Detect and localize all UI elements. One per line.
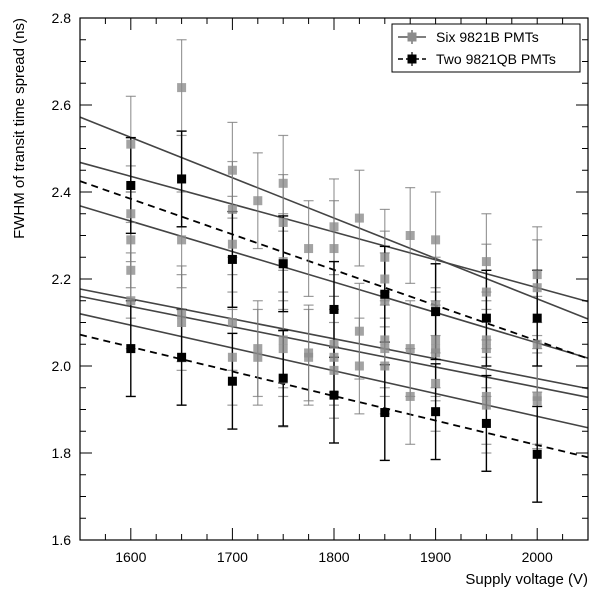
y-axis-label: FWHM of transit time spread (ns) <box>11 18 28 239</box>
point-9821b <box>253 352 263 362</box>
point-9821qb <box>177 352 187 362</box>
point-9821b <box>481 335 491 345</box>
point-9821b <box>278 344 288 354</box>
point-9821qb <box>532 449 542 459</box>
legend-label: Two 9821QB PMTs <box>436 51 556 67</box>
x-tick-label: 1600 <box>115 549 146 565</box>
x-axis-label: Supply voltage (V) <box>465 571 588 588</box>
point-9821b <box>329 365 339 375</box>
point-9821b <box>126 139 136 149</box>
point-9821b <box>126 296 136 306</box>
y-tick-label: 2.6 <box>52 97 72 113</box>
point-9821qb <box>227 254 237 264</box>
point-9821b <box>354 326 364 336</box>
point-9821b <box>431 335 441 345</box>
y-tick-label: 2.2 <box>52 271 72 287</box>
point-9821b <box>126 265 136 275</box>
point-9821b <box>304 244 314 254</box>
point-9821b <box>405 231 415 240</box>
point-9821qb <box>431 307 441 317</box>
point-9821b <box>431 348 441 358</box>
point-9821b <box>227 165 237 175</box>
point-9821qb <box>481 418 491 428</box>
point-9821b <box>253 344 263 354</box>
point-9821b <box>354 361 364 371</box>
point-9821qb <box>329 304 339 314</box>
point-9821qb <box>177 174 187 184</box>
point-9821b <box>380 335 390 345</box>
point-9821b <box>304 352 314 362</box>
point-9821b <box>481 257 491 267</box>
data-points <box>126 83 542 459</box>
y-tick-label: 2.0 <box>52 358 72 374</box>
point-9821b <box>227 239 237 249</box>
point-9821b <box>431 378 441 388</box>
point-9821b <box>227 204 237 214</box>
point-9821b <box>532 283 542 293</box>
point-9821b <box>481 391 491 401</box>
point-9821b <box>380 252 390 262</box>
legend-label: Six 9821B PMTs <box>436 29 539 45</box>
legend-marker <box>407 54 417 64</box>
y-tick-label: 2.8 <box>52 10 72 26</box>
point-9821b <box>481 287 491 297</box>
error-bars <box>125 39 543 503</box>
point-9821b <box>329 222 339 232</box>
x-tick-label: 1900 <box>420 549 451 565</box>
point-9821qb <box>227 376 237 386</box>
y-tick-label: 1.8 <box>52 445 72 461</box>
point-9821b <box>405 391 415 401</box>
legend-box <box>391 23 581 73</box>
point-9821b <box>177 309 187 319</box>
point-9821b <box>177 83 187 93</box>
point-9821b <box>380 296 390 306</box>
point-9821qb <box>532 313 542 323</box>
point-9821b <box>329 352 339 362</box>
point-9821qb <box>431 407 441 417</box>
point-9821b <box>431 300 441 310</box>
point-9821b <box>532 270 542 280</box>
point-9821b <box>278 335 288 345</box>
y-tick-label: 2.4 <box>52 184 72 200</box>
point-9821b <box>380 274 390 284</box>
y-tick-label: 1.6 <box>52 532 72 548</box>
point-9821qb <box>278 373 288 383</box>
point-9821b <box>431 235 441 245</box>
point-9821b <box>405 344 415 354</box>
point-9821b <box>126 235 136 245</box>
point-9821b <box>329 244 339 254</box>
point-9821qb <box>481 313 491 323</box>
point-9821b <box>278 178 288 188</box>
x-tick-label: 1800 <box>318 549 349 565</box>
point-9821b <box>532 396 542 406</box>
x-tick-label: 1700 <box>217 549 248 565</box>
point-9821b <box>329 339 339 349</box>
point-9821qb <box>329 390 339 400</box>
legend-marker <box>407 32 417 42</box>
point-9821b <box>481 344 491 354</box>
point-9821b <box>380 361 390 371</box>
point-9821b <box>177 235 187 245</box>
point-9821b <box>177 318 187 327</box>
point-9821b <box>227 352 237 362</box>
fit-line-9821qb <box>79 333 589 459</box>
point-9821qb <box>126 180 136 190</box>
legend: Six 9821B PMTs Two 9821QB PMTs <box>391 23 581 73</box>
point-9821b <box>126 209 136 219</box>
point-9821b <box>227 318 237 327</box>
point-9821qb <box>278 259 288 269</box>
point-9821b <box>253 196 263 206</box>
point-9821qb <box>380 408 390 418</box>
point-9821b <box>278 217 288 227</box>
point-9821b <box>481 400 491 410</box>
point-9821b <box>354 213 364 223</box>
point-9821qb <box>126 344 136 354</box>
point-9821b <box>532 339 542 349</box>
x-tick-label: 2000 <box>522 549 553 565</box>
point-9821qb <box>380 289 390 299</box>
axis-ticks: 1600 1700 1800 1900 2000 1.6 1.8 2.0 2.2 2.4 2.6 2.… <box>52 10 589 565</box>
point-9821b <box>380 344 390 354</box>
